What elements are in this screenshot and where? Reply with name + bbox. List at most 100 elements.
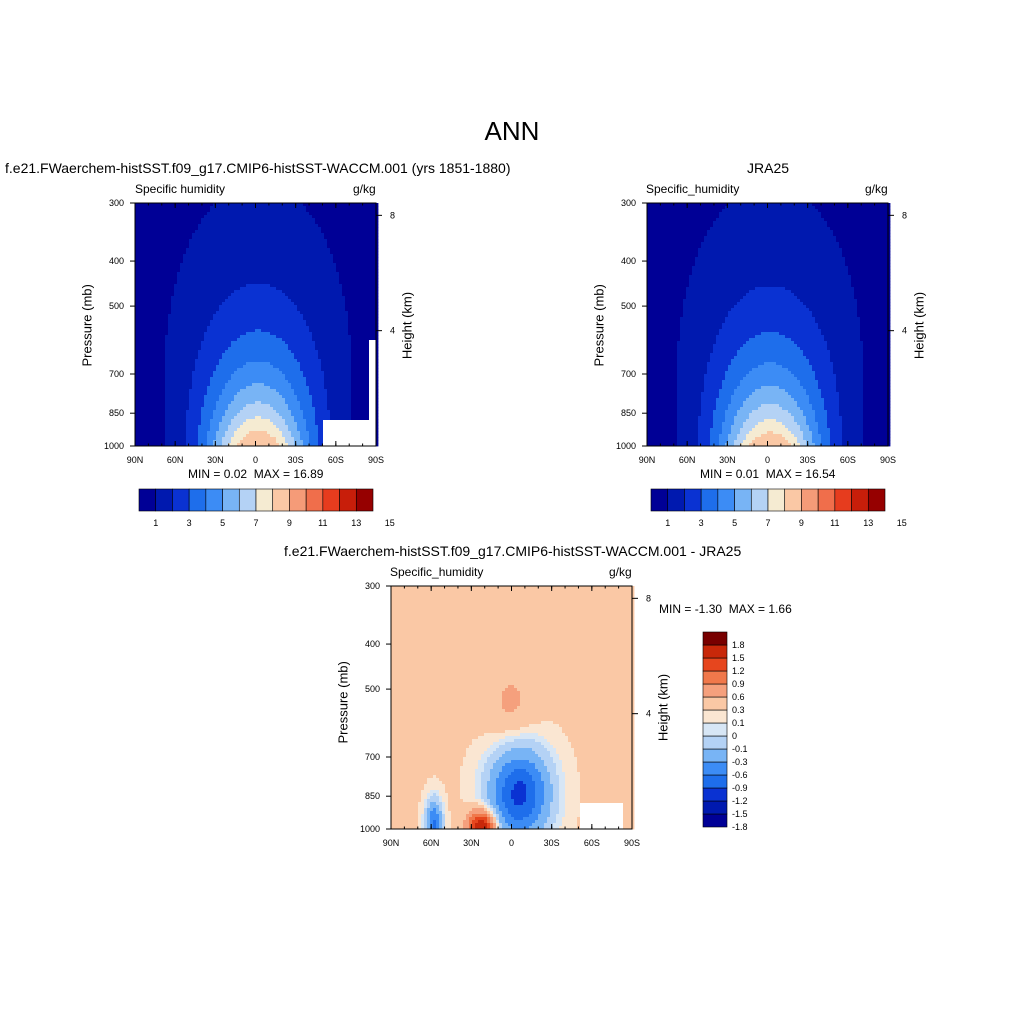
contour-cell [198,323,202,327]
contour-cell [210,374,214,378]
contour-cell [321,377,325,381]
contour-cell [288,278,292,282]
contour-cell [345,290,349,294]
contour-cell [324,359,328,363]
contour-cell [228,329,232,333]
contour-cell [204,284,208,288]
contour-cell [183,272,187,276]
contour-cell [270,326,274,330]
contour-cell [141,275,145,279]
contour-cell [333,368,337,372]
contour-cell [228,266,232,270]
contour-cell [153,275,157,279]
contour-cell [300,245,304,249]
contour-cell [342,272,346,276]
contour-cell [195,254,199,258]
contour-cell [282,263,286,267]
contour-cell [243,215,247,219]
contour-cell [351,311,355,315]
contour-cell [345,305,349,309]
contour-cell [294,332,298,336]
contour-cell [345,257,349,261]
contour-cell [168,281,172,285]
contour-cell [228,374,232,378]
contour-cell [156,281,160,285]
contour-cell [342,209,346,213]
contour-cell [363,341,367,345]
contour-cell [234,263,238,267]
contour-cell [234,347,238,351]
contour-cell [156,236,160,240]
contour-cell [219,224,223,228]
contour-cell [264,314,268,318]
contour-cell [156,362,160,366]
contour-cell [306,224,310,228]
contour-cell [300,278,304,282]
contour-cell [372,266,376,270]
contour-cell [315,203,319,207]
contour-cell [153,206,157,210]
contour-cell [174,203,178,207]
contour-cell [255,374,259,378]
contour-cell [264,320,268,324]
contour-cell [195,296,199,300]
contour-cell [171,356,175,360]
contour-cell [360,248,364,252]
contour-cell [210,290,214,294]
contour-cell [165,344,169,348]
contour-cell [360,368,364,372]
contour-cell [246,335,250,339]
contour-cell [309,368,313,372]
contour-cell [174,245,178,249]
contour-cell [174,296,178,300]
contour-cell [150,338,154,342]
contour-cell [279,347,283,351]
contour-cell [171,284,175,288]
contour-cell [309,293,313,297]
contour-cell [237,350,241,354]
contour-cell [321,293,325,297]
contour-cell [345,299,349,303]
contour-cell [201,305,205,309]
contour-cell [282,236,286,240]
contour-cell [207,296,211,300]
contour-cell [288,269,292,273]
contour-cell [171,308,175,312]
contour-cell [168,323,172,327]
contour-cell [159,338,163,342]
contour-cell [135,260,139,264]
contour-cell [327,314,331,318]
contour-cell [225,224,229,228]
contour-cell [201,257,205,261]
contour-cell [168,299,172,303]
contour-cell [273,365,277,369]
contour-cell [225,371,229,375]
contour-cell [231,347,235,351]
contour-cell [141,386,145,390]
contour-cell [234,215,238,219]
contour-cell [336,275,340,279]
contour-cell [147,248,151,252]
contour-cell [153,230,157,234]
contour-cell [201,329,205,333]
contour-cell [285,326,289,330]
contour-cell [225,329,229,333]
contour-cell [261,239,265,243]
contour-cell [171,293,175,297]
contour-cell [351,302,355,306]
contour-cell [321,281,325,285]
contour-cell [354,329,358,333]
contour-cell [231,257,235,261]
contour-cell [219,308,223,312]
contour-cell [264,293,268,297]
contour-cell [198,236,202,240]
contour-cell [228,380,232,384]
contour-cell [144,332,148,336]
contour-cell [231,371,235,375]
contour-cell [285,305,289,309]
contour-cell [222,308,226,312]
contour-cell [252,302,256,306]
contour-cell [150,248,154,252]
contour-cell [267,326,271,330]
contour-cell [183,212,187,216]
